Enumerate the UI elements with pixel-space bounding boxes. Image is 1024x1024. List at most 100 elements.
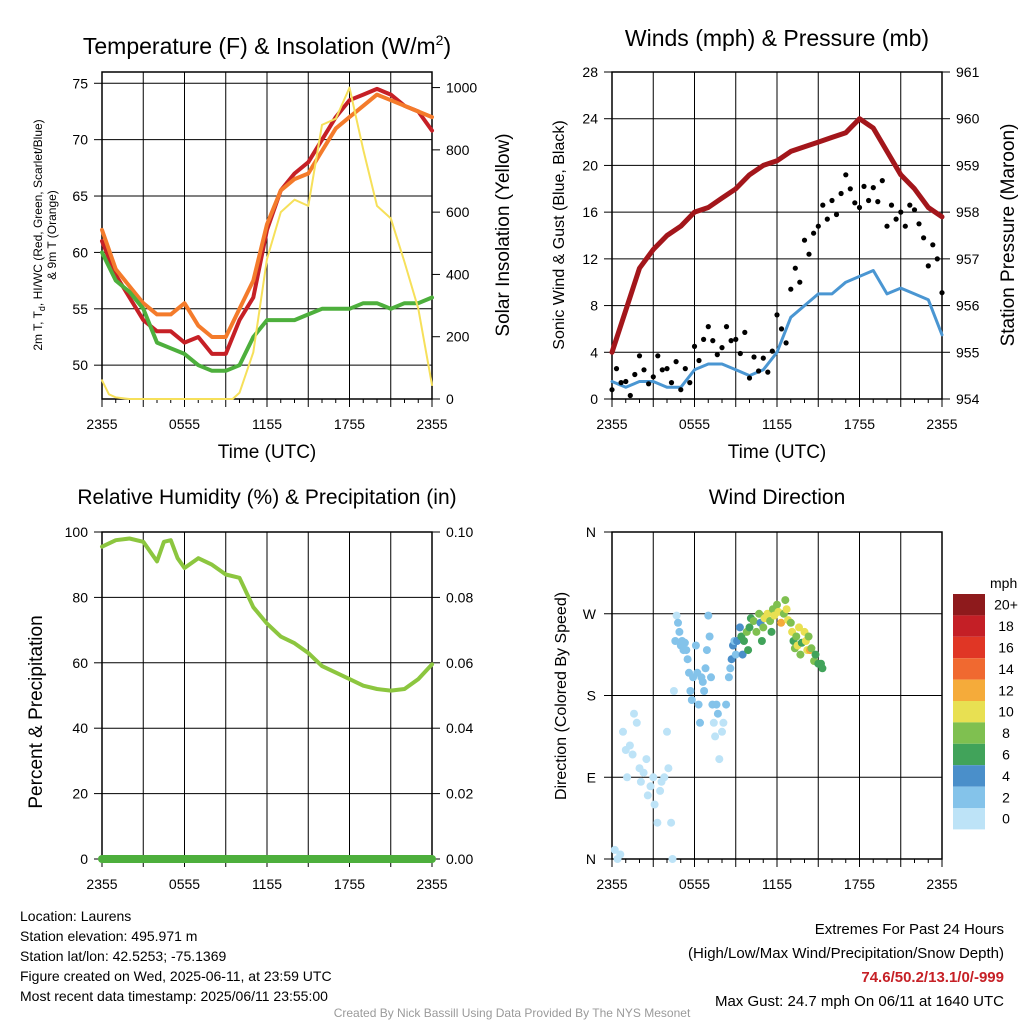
temp-ytick-right-label: 800 xyxy=(446,142,470,158)
colorbar-label: 6 xyxy=(1002,747,1010,763)
rh-xtick-label: 1155 xyxy=(252,876,282,892)
direction-point xyxy=(705,632,714,641)
winds-ytick-label: 20 xyxy=(582,157,598,173)
rh-ytick-right-label: 0.06 xyxy=(446,655,473,671)
temp-xlabel: Time (UTC) xyxy=(218,442,317,463)
gust-point xyxy=(898,209,904,215)
direction-point xyxy=(713,709,722,718)
temp-ylabel-left-line2: & 9m T (Orange) xyxy=(45,190,59,280)
gust-point xyxy=(934,256,940,262)
temp-ytick-label: 55 xyxy=(72,301,88,317)
direction-point xyxy=(643,791,652,800)
temp-ytick-right-label: 0 xyxy=(446,391,454,407)
colorbar-label: 0 xyxy=(1002,811,1010,827)
direction-point xyxy=(694,700,703,709)
colorbar-swatch xyxy=(953,679,985,701)
extremes-subtitle: (High/Low/Max Wind/Precipitation/Snow De… xyxy=(688,945,1004,962)
winds-xtick-label: 2355 xyxy=(926,416,957,432)
direction-point xyxy=(696,718,704,727)
colorbar-swatch xyxy=(953,722,985,744)
rh-ytick-right-label: 0.10 xyxy=(446,524,473,540)
direction-point xyxy=(680,638,689,647)
direction-point xyxy=(668,855,677,863)
direction-point xyxy=(709,718,718,727)
colorbar-swatch xyxy=(953,658,985,680)
gust-point xyxy=(714,352,720,358)
direction-point xyxy=(636,777,645,786)
gust-point xyxy=(655,353,661,359)
latlon-text: Station lat/lon: 42.5253; -75.1369 xyxy=(20,948,227,964)
gust-point xyxy=(765,369,771,375)
gust-point xyxy=(870,185,876,191)
temp-xtick-label: 2355 xyxy=(86,416,117,432)
temp-ylabel-rest: , HI/WC (Red, Green, Scarlet/Blue) xyxy=(31,119,45,306)
direction-point xyxy=(796,650,805,659)
gust-point xyxy=(627,392,633,399)
gust-point xyxy=(852,200,858,206)
colorbar-swatch xyxy=(953,594,985,616)
direction-point xyxy=(715,755,724,764)
gust-point xyxy=(861,183,867,189)
winds-ylabel-left: Sonic Wind & Gust (Blue, Black) xyxy=(551,120,568,349)
temp-xtick-label: 2355 xyxy=(416,416,447,432)
winds-ytick-label: 24 xyxy=(582,111,598,127)
gust-point xyxy=(801,237,808,243)
direction-point xyxy=(682,646,691,655)
gust-point xyxy=(691,343,698,349)
gust-point xyxy=(646,381,652,387)
temp-ytick-right-label: 1000 xyxy=(446,80,477,96)
colorbar-label: 8 xyxy=(1002,725,1010,741)
gust-point xyxy=(687,380,693,386)
gust-point xyxy=(696,357,702,364)
gust-point xyxy=(618,380,624,386)
rh-ylabel-left: Percent & Precipitation xyxy=(26,615,47,808)
direction-point xyxy=(740,637,748,645)
direction-point xyxy=(795,623,803,632)
colorbar-label: 4 xyxy=(1002,768,1010,784)
gust-point xyxy=(733,336,739,342)
direction-point xyxy=(619,727,627,736)
insolation-line xyxy=(101,86,433,400)
wdir-ylabel-left: Direction (Colored By Speed) xyxy=(553,592,570,800)
direction-point xyxy=(777,618,786,627)
rh-ytick-right-label: 0.02 xyxy=(446,786,473,802)
gust-point xyxy=(911,207,918,213)
direction-point xyxy=(625,741,634,750)
winds-ytick-label: 12 xyxy=(582,251,598,267)
gust-point xyxy=(760,355,766,361)
direction-point xyxy=(664,764,673,773)
wdir-ytick-label: N xyxy=(586,524,596,540)
temp-title-main: Temperature (F) & Insolation (W/m xyxy=(83,33,436,59)
sonic-wind-line xyxy=(610,269,944,389)
direction-point xyxy=(735,623,744,632)
gust-point xyxy=(632,371,638,378)
wdir-xtick-label: 2355 xyxy=(596,876,627,892)
gust-point xyxy=(884,223,890,229)
direction-point xyxy=(786,618,795,627)
gust-point xyxy=(875,199,881,205)
gust-point xyxy=(902,223,908,229)
gust-point xyxy=(833,211,840,218)
rh-ytick-right-label: 0.08 xyxy=(446,589,473,605)
direction-point xyxy=(731,650,740,659)
winds-ytick-right-label: 958 xyxy=(956,204,980,220)
temp-title-sup: 2 xyxy=(436,32,444,48)
dewpoint-line xyxy=(100,250,434,373)
wdir-xtick-label: 1755 xyxy=(844,876,875,892)
colorbar-swatch xyxy=(953,743,985,766)
temp-xtick-label: 1155 xyxy=(252,416,282,432)
colorbar-label: 12 xyxy=(998,682,1014,698)
temp-ytick-right-label: 400 xyxy=(446,266,470,282)
gust-point xyxy=(939,290,945,296)
direction-point xyxy=(667,818,676,827)
direction-point xyxy=(653,818,662,827)
colorbar-label: 16 xyxy=(998,640,1014,656)
gust-point xyxy=(783,340,789,346)
temp-ytick-label: 65 xyxy=(72,188,88,204)
direction-point xyxy=(744,646,753,655)
gust-point xyxy=(879,178,885,184)
direction-point xyxy=(642,755,651,764)
direction-point xyxy=(749,617,758,625)
winds-ytick-label: 0 xyxy=(590,391,598,407)
